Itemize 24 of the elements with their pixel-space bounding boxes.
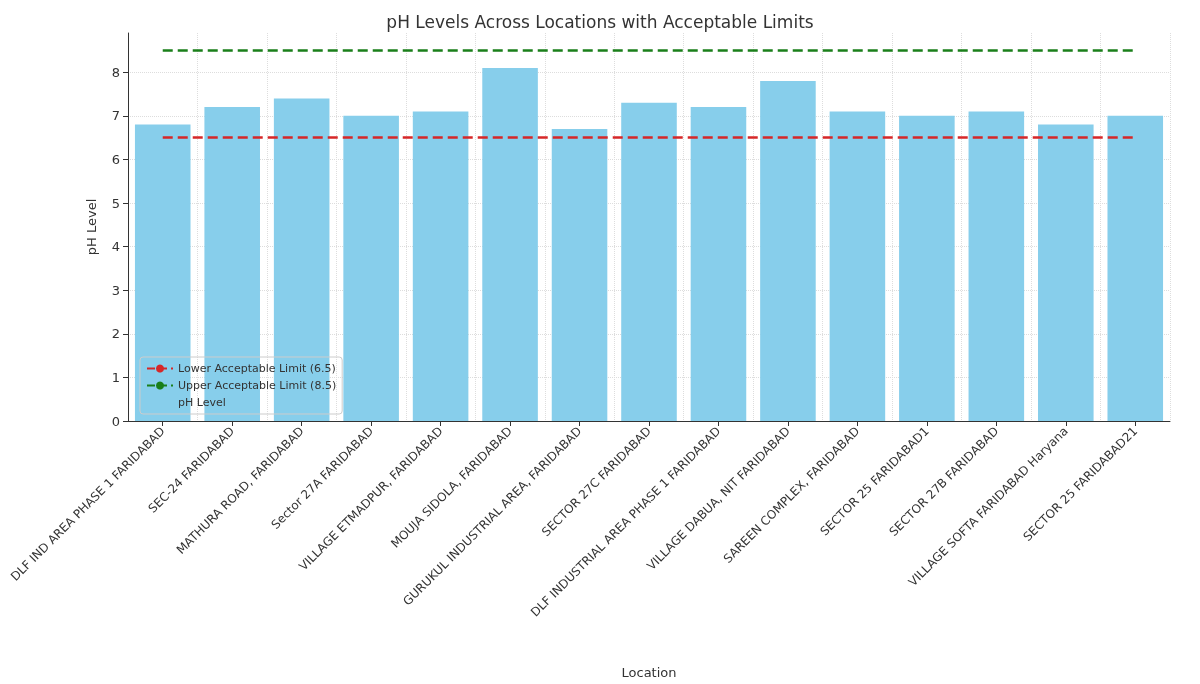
bar: [343, 115, 399, 421]
y-tick-label: 6: [111, 151, 120, 167]
bar: [1107, 115, 1164, 421]
bar: [968, 111, 1025, 421]
bar: [482, 67, 538, 421]
bar: [551, 128, 608, 421]
y-tick-label: 8: [111, 64, 120, 80]
bar: [829, 111, 886, 421]
y-tick-label: 3: [111, 282, 120, 298]
y-tick-label: 4: [111, 239, 120, 255]
bar: [899, 115, 955, 421]
y-tick-label: 5: [111, 195, 120, 211]
bar: [760, 80, 816, 421]
y-tick-label: 1: [111, 369, 120, 385]
x-axis-title: Location: [621, 665, 677, 680]
y-tick-label: 7: [111, 108, 120, 124]
bar: [1038, 124, 1094, 421]
chart-title: pH Levels Across Locations with Acceptable Limits: [386, 11, 814, 32]
y-tick-label: 2: [111, 326, 120, 342]
y-tick-label: 0: [111, 413, 120, 429]
bar: [412, 111, 469, 421]
y-axis-title: pH Level: [84, 198, 99, 256]
bar: [621, 102, 677, 421]
bar: [690, 107, 747, 421]
